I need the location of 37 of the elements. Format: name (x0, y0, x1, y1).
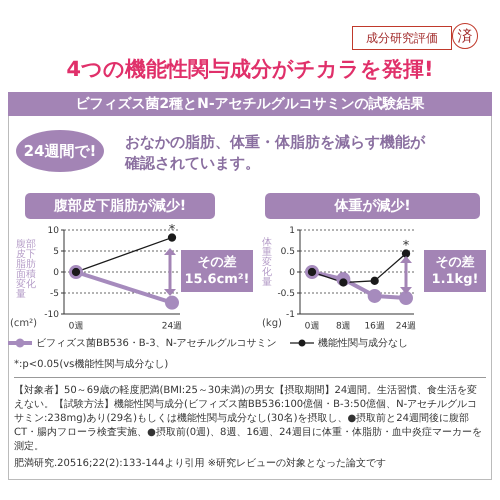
chart-title: 体重が減少! (265, 193, 480, 219)
chart-title: 腹部皮下脂肪が減少! (25, 193, 215, 219)
x-tick-label: 0週 (68, 320, 84, 332)
text: 成分研究評価 (352, 26, 452, 50)
y-tick-label: -10 (44, 310, 60, 320)
text: その差 15.6cm²! (181, 250, 253, 292)
x-tick-label: 16週 (364, 320, 385, 332)
x-tick-label: 24週 (396, 320, 416, 332)
x-tick-label: 24週 (162, 320, 182, 332)
y-tick-label: -1 (286, 310, 295, 320)
text: 【対象者】50～69歳の軽度肥満(BMI:25～30未満)の男女【摂取期間】24週間。生活習慣、食生活を変えない。【試験方法】機能性関与成分(ビフィズス菌BB536:100億個・B-3:50億個、N-アセチルグルコサミン:238mg)あり(29名)もしくは機能性関与成分なし(30名)を摂取し、●摂取前と24週間後に腹部CT・腸内フローラ検査実施、●摂取前(0週)、8週、16週、24週目に体重・体脂肪・血中炎症マーカーを測定。 (14, 384, 483, 454)
legend-label: ビフィズス菌BB536・B-3、N-アセチルグルコサミン (36, 336, 277, 350)
y-tick-label: -0.5 (277, 289, 295, 300)
text: おなかの脂肪、体重・体脂肪を減らす機能が確認されています。 (125, 132, 425, 174)
annotation: * (402, 238, 410, 254)
text: 24週間で! (16, 130, 104, 172)
y-tick-label: 0 (53, 268, 60, 278)
y-axis-title: 腹部皮下脂肪面積変化量 (16, 239, 36, 300)
text: 済 (452, 23, 478, 49)
y-tick-label: -5 (50, 289, 59, 300)
text: その差 1.1kg! (424, 250, 486, 292)
x-tick-label: 8週 (336, 320, 351, 332)
text: (kg) (262, 318, 282, 329)
legend-label: 機能性関与成分なし (318, 336, 408, 350)
y-tick-label: 0.5 (280, 247, 295, 258)
y-axis-title: 体重変化量 (262, 237, 272, 288)
text: 肥満研究.20516;22(2):133-144より引用 ※研究レビューの対象となった論文です (14, 456, 387, 470)
text: (cm²) (10, 318, 38, 329)
y-tick-label: 1 (289, 226, 295, 236)
y-tick-label: 10 (48, 226, 60, 236)
text: 4つの機能性関与成分がチカラを発揮! (65, 56, 435, 83)
text: *:p<0.05(vs機能性関与成分なし) (14, 358, 168, 371)
text: ビフィズス菌2種とN-アセチルグルコサミンの試験結果 (8, 92, 492, 116)
y-tick-label: 5 (53, 247, 59, 258)
annotation: * (168, 222, 176, 238)
y-tick-label: 0 (289, 268, 296, 278)
x-tick-label: 0週 (304, 320, 320, 332)
